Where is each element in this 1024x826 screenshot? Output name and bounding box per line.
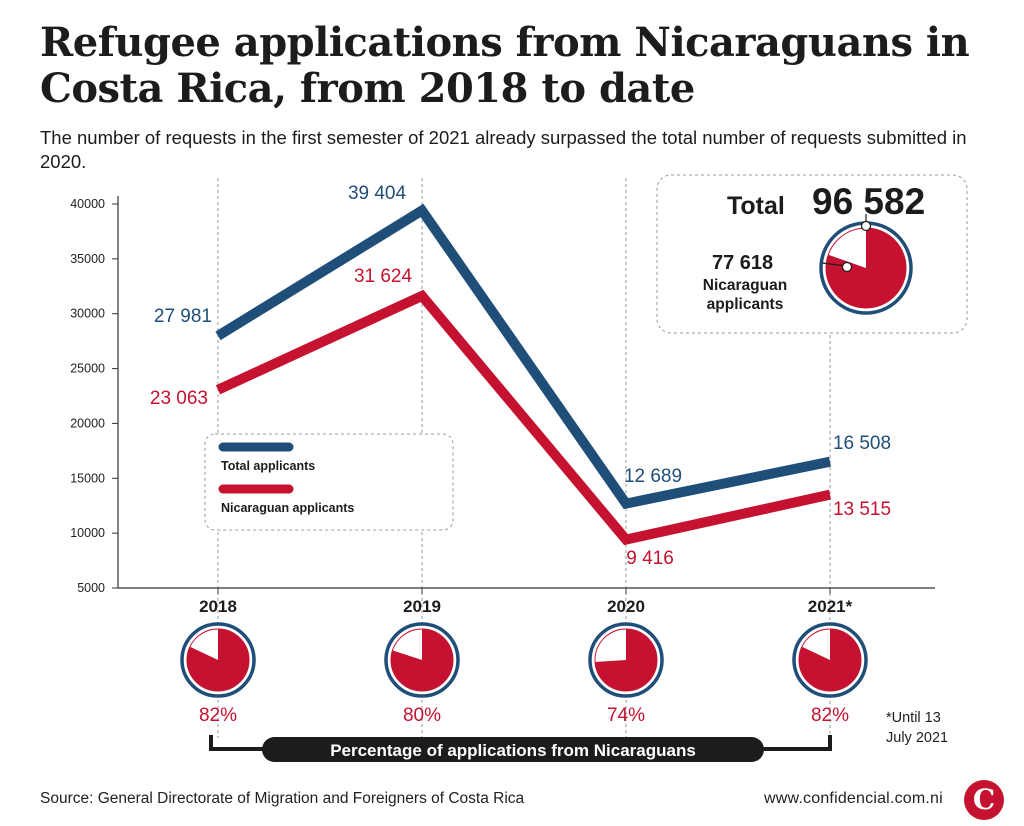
percentage-banner: [262, 737, 764, 762]
chart-title-text: Refugee applications from Nicaraguans in…: [40, 19, 970, 112]
y-tick-label: 40000: [70, 197, 105, 211]
series-line-total: [215, 203, 832, 510]
y-tick-label: 25000: [70, 362, 105, 376]
percentage-banner-text: Percentage of applications from Nicaragu…: [330, 741, 696, 760]
x-tick-label: 2021*: [808, 597, 853, 616]
year-pie-3-slice: [595, 629, 657, 691]
year-pie-1-slice: [186, 629, 249, 691]
source-note: Source: General Directorate of Migration…: [40, 790, 525, 807]
y-tick-label: 5000: [77, 581, 105, 595]
data-label: 39 404: [348, 183, 407, 204]
legend-label: Nicaraguan applicants: [221, 501, 354, 515]
nicaraguan-label-line1: Nicaraguan: [703, 277, 787, 294]
x-tick-label: 2020: [607, 597, 645, 616]
chart-subtitle: The number of requests in the first seme…: [40, 127, 967, 172]
percentage-label: 74%: [607, 705, 645, 726]
y-tick-label: 35000: [70, 252, 105, 266]
data-label: 16 508: [833, 433, 891, 454]
x-tick-label: 2018: [199, 597, 237, 616]
y-tick-label: 10000: [70, 526, 105, 540]
y-tick-label: 30000: [70, 307, 105, 321]
total-value: 96 582: [812, 181, 925, 222]
footnote-line2: July 2021: [886, 730, 948, 746]
chart-title: Refugee applications from Nicaraguans in…: [40, 20, 1024, 112]
percentage-label: 82%: [199, 705, 237, 726]
nicaraguan-label-line2: applicants: [707, 296, 784, 313]
data-label: 13 515: [833, 499, 891, 520]
data-label: 31 624: [354, 266, 413, 287]
year-pie-4-slice: [798, 629, 861, 691]
y-tick-label: 20000: [70, 416, 105, 430]
data-label: 23 063: [150, 388, 208, 409]
legend-box: [204, 433, 454, 531]
total-marker: [860, 220, 872, 232]
x-tick-label: 2019: [403, 597, 441, 616]
percentage-label: 82%: [811, 705, 849, 726]
nicaraguan-total-value: 77 618: [712, 252, 773, 274]
data-label: 27 981: [154, 306, 212, 327]
confidencial-logo: C: [964, 780, 1004, 820]
total-label: Total: [727, 192, 785, 220]
data-label: 12 689: [624, 466, 682, 487]
nicaraguan-marker: [841, 261, 853, 273]
website-link[interactable]: www.confidencial.com.ni: [764, 790, 943, 807]
footnote-line1: *Until 13: [886, 710, 941, 726]
data-label: 9 416: [626, 548, 674, 569]
series-line-nicaraguan: [215, 289, 832, 546]
percentage-label: 80%: [403, 705, 441, 726]
y-tick-label: 15000: [70, 471, 105, 485]
total-pie-slice: [826, 228, 907, 308]
year-pie-2-slice: [391, 629, 454, 691]
legend-label: Total applicants: [221, 459, 315, 473]
